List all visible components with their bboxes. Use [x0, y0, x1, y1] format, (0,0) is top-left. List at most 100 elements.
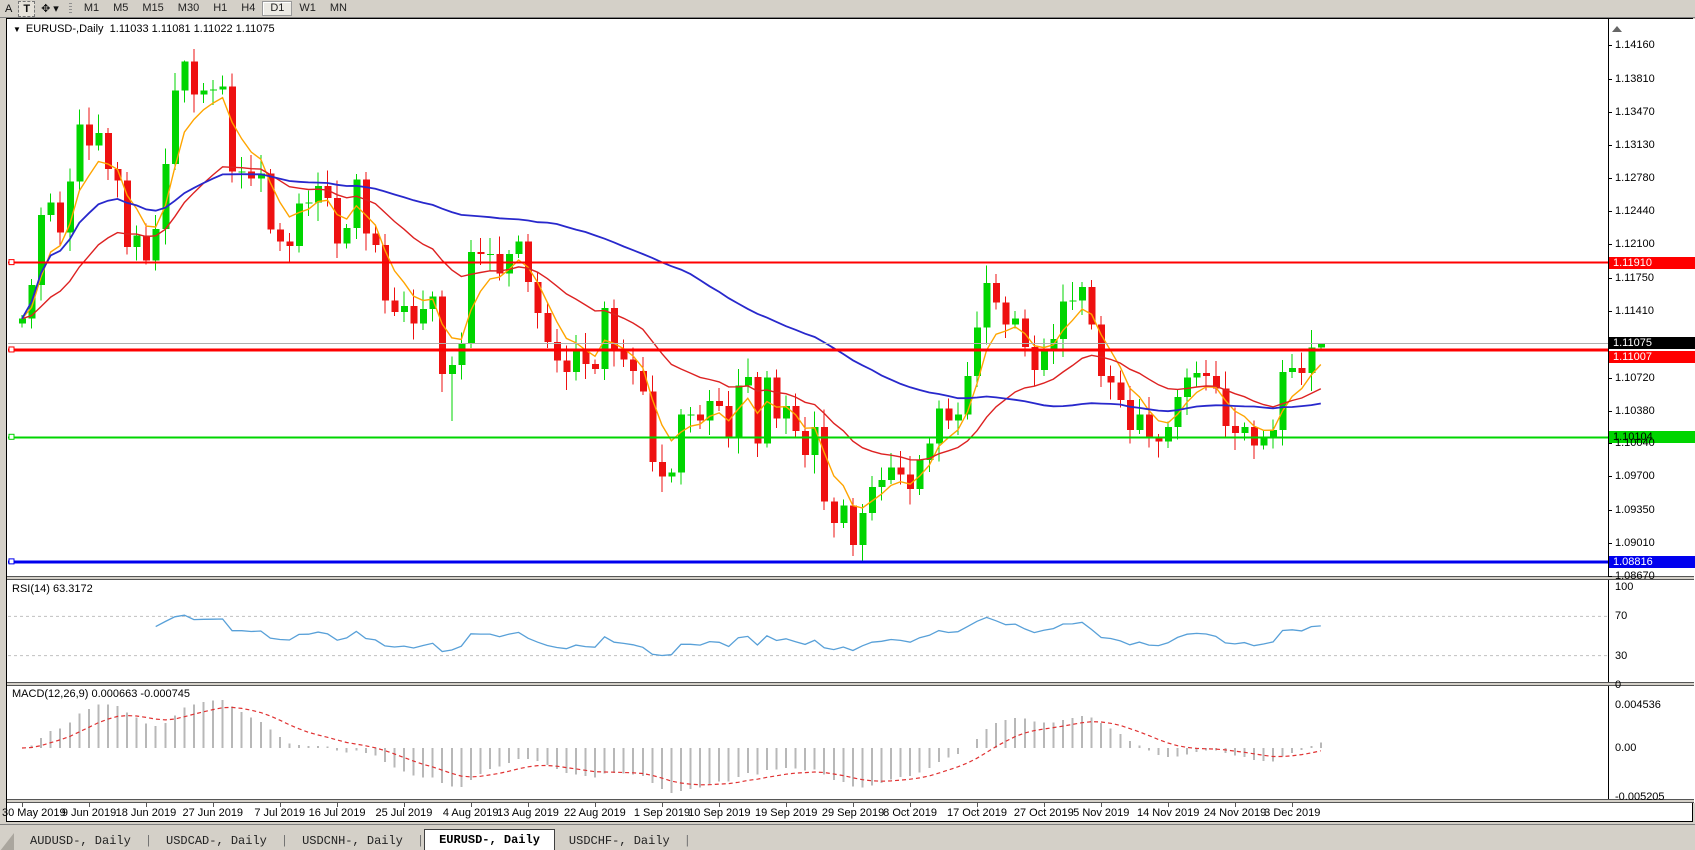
candle-body [1184, 377, 1192, 398]
candle-body [1107, 375, 1115, 383]
text-tool-button[interactable]: T [18, 0, 36, 17]
candle-body [295, 203, 303, 247]
candle-body [1165, 427, 1172, 442]
candle-body [229, 86, 237, 172]
timeframe-button-MN[interactable]: MN [329, 2, 347, 14]
date-label: 29 Sep 2019 [821, 807, 885, 819]
tab-USDCHF[interactable]: USDCHF-, Daily [568, 834, 670, 848]
timeframe-button-D1[interactable]: D1 [262, 1, 293, 16]
candle-body [210, 89, 217, 91]
candle-body [467, 251, 475, 343]
candle-body [353, 179, 361, 228]
toolbar-a-label[interactable]: A [5, 2, 13, 15]
cursor-tool-dropdown-icon[interactable]: ▾ [53, 2, 59, 15]
candle-body [124, 180, 132, 248]
candle-body [611, 308, 619, 350]
date-tick-mark [910, 803, 912, 807]
candle-body [744, 376, 752, 386]
candle-body [1203, 372, 1211, 376]
rsi-panel-svg[interactable] [8, 581, 1608, 682]
hline-anchor[interactable] [8, 346, 15, 353]
candle-body [677, 414, 685, 473]
candle-body [1174, 397, 1182, 428]
candle-body [315, 186, 323, 203]
price-tick-mark [1608, 178, 1612, 180]
tab-AUDUSD[interactable]: AUDUSD-, Daily [30, 834, 131, 848]
moving-average-55[interactable] [21, 173, 1321, 413]
date-tick-mark [661, 803, 663, 807]
date-label: 9 Jun 2019 [61, 807, 117, 819]
candle-body [515, 241, 523, 254]
timeframe-button-W1[interactable]: W1 [299, 2, 316, 14]
rsi-label: RSI(14) 63.3172 [12, 583, 93, 595]
panel-divider[interactable] [7, 682, 1694, 686]
scroll-to-end-icon[interactable] [1612, 26, 1622, 32]
rsi-axis-label: 100 [1615, 581, 1634, 593]
timeframe-button-M30[interactable]: M30 [177, 2, 200, 14]
date-label: 16 Jul 2019 [308, 807, 366, 819]
panel-divider[interactable] [7, 576, 1694, 580]
date-label: 1 Sep 2019 [633, 807, 691, 819]
candle-body [401, 306, 408, 312]
chart-dropdown-icon[interactable]: ▼ [13, 25, 21, 34]
timeframe-button-M15[interactable]: M15 [142, 2, 164, 14]
date-tick-mark [852, 803, 854, 807]
toolbar: A T ✥ ▾ M1 M5 M15 M30 H1 H4 D1 W1 MN [0, 0, 1695, 18]
candle-body [544, 312, 552, 342]
candle-body [897, 467, 905, 475]
candle-body [697, 414, 705, 421]
date-label: 3 Dec 2019 [1264, 807, 1321, 819]
macd-panel-svg[interactable] [8, 686, 1608, 799]
candle-body [1270, 429, 1278, 439]
price-axis[interactable] [1608, 19, 1695, 803]
cursor-tool-icon[interactable]: ✥ [41, 2, 51, 15]
price-tick-mark [1608, 244, 1612, 246]
candle-body [821, 427, 829, 502]
tab-USDCAD[interactable]: USDCAD-, Daily [166, 834, 267, 848]
price-tick-label: 1.11750 [1615, 272, 1654, 285]
date-label: 22 Aug 2019 [564, 807, 626, 819]
tab-EURUSD[interactable]: EURUSD-, Daily [424, 829, 555, 850]
candle-body [171, 90, 179, 164]
panel-divider[interactable] [7, 799, 1694, 803]
candle-body [1145, 414, 1153, 438]
tab-USDCNH[interactable]: USDCNH-, Daily [302, 834, 403, 848]
date-tick-mark [977, 803, 978, 807]
candle-body [1059, 301, 1067, 340]
candle-body [410, 306, 418, 324]
date-tick-mark [146, 803, 148, 807]
candle-body [1002, 302, 1010, 325]
candle-body [267, 173, 275, 230]
candle-body [706, 400, 714, 421]
date-label: 10 Sep 2019 [688, 807, 751, 819]
toolbar-grip[interactable] [68, 2, 72, 15]
date-tick-mark [595, 803, 596, 807]
price-line-label-1.11075: 1.11075 [1609, 337, 1695, 350]
date-label: 17 Oct 2019 [947, 807, 1007, 819]
timeframe-button-M5[interactable]: M5 [113, 2, 129, 14]
tab-separator: | [144, 834, 153, 848]
timeframe-button-H4[interactable]: H4 [241, 2, 256, 14]
price-tick-label: 1.08670 [1615, 570, 1655, 582]
candle-body [477, 251, 485, 254]
candle-body [391, 300, 399, 312]
candle-body [420, 309, 428, 324]
hline-anchor[interactable] [8, 433, 15, 440]
candle-body [104, 133, 112, 169]
timeframe-button-H1[interactable]: H1 [213, 2, 228, 14]
price-line-label-1.10104: 1.10104 [1609, 431, 1695, 444]
candle-body [687, 414, 695, 416]
candle-body [114, 168, 122, 181]
hline-anchor[interactable] [8, 558, 15, 565]
main-chart-svg[interactable] [8, 19, 1608, 577]
hline-anchor[interactable] [8, 259, 15, 266]
moving-average-21[interactable] [21, 166, 1322, 461]
price-tick-mark [1608, 510, 1612, 512]
date-tick-mark [719, 803, 721, 807]
moving-average-5[interactable] [21, 96, 1322, 509]
candle-body [773, 377, 781, 419]
date-label: 18 Jun 2019 [115, 807, 177, 819]
candle-body [19, 318, 26, 324]
timeframe-button-M1[interactable]: M1 [83, 2, 100, 14]
